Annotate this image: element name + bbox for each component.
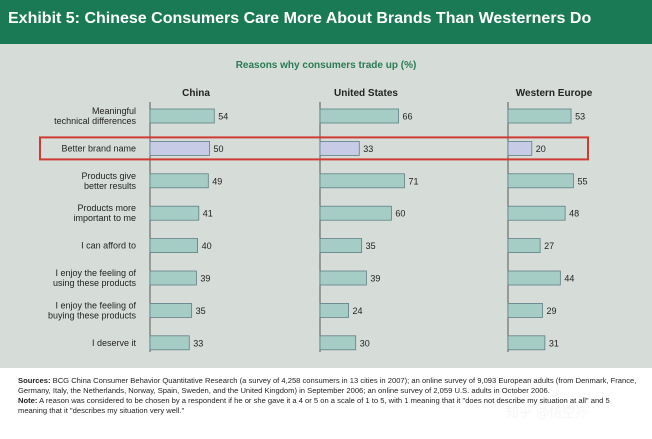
method-note: Note: A reason was considered to be chos… <box>18 396 638 416</box>
value-label-western-europe-better-brand-name: 20 <box>536 144 546 154</box>
bar-china-i-enjoy-the-feeling-of-using-these-products <box>149 270 197 286</box>
category-label-products-more-important-to-me: Products more important to me <box>73 203 136 223</box>
chart-title: Reasons why consumers trade up (%) <box>235 60 417 71</box>
note-label: Note: <box>18 396 38 405</box>
category-label-i-deserve-it: I deserve it <box>92 338 137 348</box>
bar-united-states-i-enjoy-the-feeling-of-buying-these-products <box>319 302 349 318</box>
series-header-united-states: United States <box>334 88 398 99</box>
exhibit-title: Exhibit 5: Chinese Consumers Care More A… <box>8 10 592 27</box>
category-label-i-enjoy-the-feeling-of-using-these-products: I enjoy the feeling of using these produc… <box>53 268 137 288</box>
value-label-china-i-enjoy-the-feeling-of-buying-these-products: 35 <box>196 306 206 316</box>
bar-western-europe-i-can-afford-to <box>507 238 541 254</box>
bar-western-europe-i-enjoy-the-feeling-of-using-these-products <box>507 270 561 286</box>
value-label-western-europe-meaningful-technical-differences: 53 <box>575 112 585 122</box>
value-label-china-better-brand-name: 50 <box>214 144 224 154</box>
value-label-united-states-products-more-important-to-me: 60 <box>395 209 405 219</box>
category-label-meaningful-technical-differences: Meaningful technical differences <box>54 106 136 126</box>
category-label-better-brand-name: Better brand name <box>61 143 136 153</box>
highlight-box <box>39 136 589 161</box>
value-label-western-europe-i-deserve-it: 31 <box>549 338 559 348</box>
bar-western-europe-products-give-better-results <box>507 173 574 189</box>
category-label-i-can-afford-to: I can afford to <box>81 241 136 251</box>
value-label-united-states-products-give-better-results: 71 <box>408 176 418 186</box>
value-label-united-states-i-enjoy-the-feeling-of-using-these-products: 39 <box>370 274 380 284</box>
category-label-i-enjoy-the-feeling-of-buying-these-products: I enjoy the feeling of buying these produ… <box>48 300 137 320</box>
value-label-united-states-meaningful-technical-differences: 66 <box>403 112 413 122</box>
bar-china-i-can-afford-to <box>149 238 198 254</box>
value-label-united-states-i-enjoy-the-feeling-of-buying-these-products: 24 <box>353 306 363 316</box>
value-label-western-europe-i-enjoy-the-feeling-of-buying-these-products: 29 <box>547 306 557 316</box>
sources-label: Sources: <box>18 376 51 385</box>
series-header-western-europe: Western Europe <box>516 88 593 99</box>
value-label-china-i-deserve-it: 33 <box>193 338 203 348</box>
bar-western-europe-better-brand-name <box>507 141 533 156</box>
bar-china-i-deserve-it <box>149 335 190 351</box>
value-label-western-europe-products-more-important-to-me: 48 <box>569 209 579 219</box>
value-label-western-europe-i-enjoy-the-feeling-of-using-these-products: 44 <box>564 274 574 284</box>
watermark: 知乎 @悟空孙 <box>506 406 589 421</box>
bar-china-products-more-important-to-me <box>149 205 200 221</box>
category-label-products-give-better-results: Products give better results <box>81 171 136 191</box>
exhibit-header: Exhibit 5: Chinese Consumers Care More A… <box>0 0 652 44</box>
bar-western-europe-products-more-important-to-me <box>507 205 566 221</box>
bar-united-states-meaningful-technical-differences <box>319 108 399 124</box>
value-label-western-europe-products-give-better-results: 55 <box>577 176 587 186</box>
value-label-western-europe-i-can-afford-to: 27 <box>544 241 554 251</box>
value-label-united-states-i-deserve-it: 30 <box>360 338 370 348</box>
bar-united-states-products-more-important-to-me <box>319 205 392 221</box>
value-label-china-i-can-afford-to: 40 <box>202 241 212 251</box>
bar-united-states-better-brand-name <box>319 141 360 156</box>
bar-china-products-give-better-results <box>149 173 209 189</box>
note-text: A reason was considered to be chosen by … <box>18 396 610 415</box>
sources-text: BCG China Consumer Behavior Quantitative… <box>18 376 637 395</box>
value-label-united-states-better-brand-name: 33 <box>363 144 373 154</box>
value-label-china-products-more-important-to-me: 41 <box>203 209 213 219</box>
value-label-china-meaningful-technical-differences: 54 <box>218 112 228 122</box>
sources-note: Sources: BCG China Consumer Behavior Qua… <box>18 376 638 396</box>
value-label-china-i-enjoy-the-feeling-of-using-these-products: 39 <box>200 274 210 284</box>
bar-united-states-i-deserve-it <box>319 335 357 351</box>
footer-notes: Sources: BCG China Consumer Behavior Qua… <box>18 376 638 416</box>
bar-china-better-brand-name <box>149 141 210 156</box>
value-label-china-products-give-better-results: 49 <box>212 176 222 186</box>
bar-china-i-enjoy-the-feeling-of-buying-these-products <box>149 302 193 318</box>
bar-western-europe-i-enjoy-the-feeling-of-buying-these-products <box>507 302 543 318</box>
bar-united-states-products-give-better-results <box>319 173 405 189</box>
series-header-china: China <box>182 88 210 99</box>
bar-united-states-i-enjoy-the-feeling-of-using-these-products <box>319 270 367 286</box>
bar-china-meaningful-technical-differences <box>149 108 215 124</box>
bar-united-states-i-can-afford-to <box>319 238 363 254</box>
value-label-united-states-i-can-afford-to: 35 <box>366 241 376 251</box>
bar-western-europe-i-deserve-it <box>507 335 546 351</box>
bar-chart: China United States Western Europe Meaningf… <box>39 88 593 352</box>
bar-western-europe-meaningful-technical-differences <box>507 108 572 124</box>
